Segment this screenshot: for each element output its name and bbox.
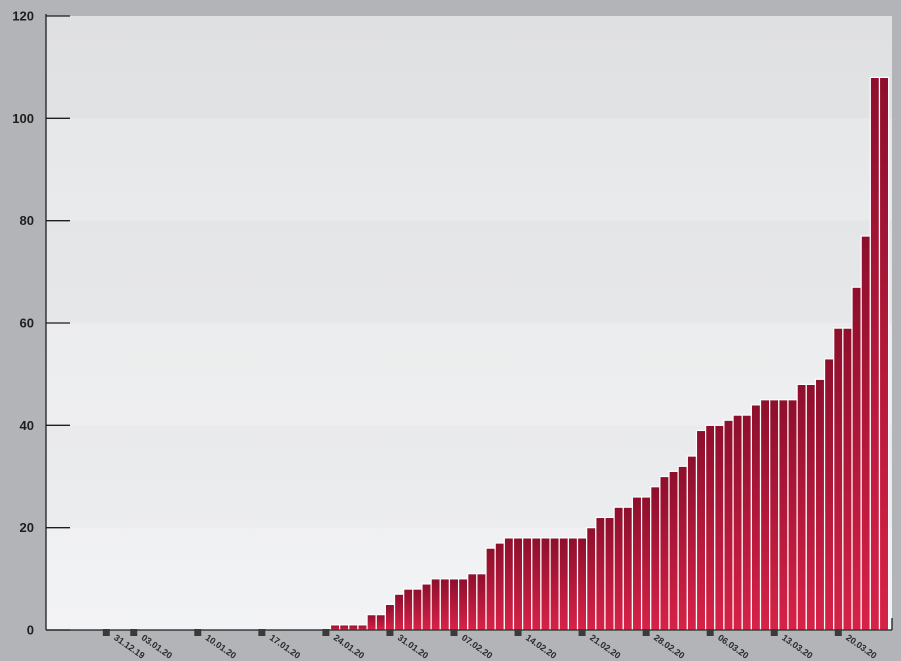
y-ticks-group: 0 20 40 60 80 100 120 <box>12 9 70 638</box>
bar <box>567 537 579 631</box>
x-tick-marker <box>194 629 202 636</box>
x-tick-label: 10.01.20 <box>204 632 238 660</box>
x-tick-label: 07.02.20 <box>460 632 494 660</box>
bars-group <box>329 76 890 631</box>
x-tick-marker <box>578 629 586 636</box>
x-tick-marker <box>386 629 394 636</box>
x-tick-label: 28.02.20 <box>652 632 686 660</box>
bar <box>778 399 789 631</box>
y-tick-label: 120 <box>12 9 34 24</box>
y-tick-label: 60 <box>20 316 34 331</box>
bar <box>659 475 670 631</box>
bar <box>650 486 661 631</box>
x-tick-label: 21.02.20 <box>588 632 622 660</box>
bar <box>851 286 862 631</box>
bar <box>622 506 634 631</box>
bar <box>558 537 569 631</box>
x-tick-marker <box>102 629 110 636</box>
bar <box>467 573 478 631</box>
x-tick-marker <box>258 629 266 636</box>
bar <box>393 593 405 631</box>
bar <box>494 542 505 631</box>
x-tick-marker <box>642 629 650 636</box>
x-tick-label: 06.03.20 <box>716 632 750 660</box>
y-tick-label: 80 <box>20 213 34 228</box>
bar <box>357 624 368 631</box>
bar <box>732 414 743 631</box>
bar <box>668 470 679 631</box>
bar <box>549 537 560 631</box>
x-tick-label: 31.01.20 <box>396 632 430 660</box>
bar <box>512 537 524 631</box>
x-tick-marker <box>322 629 330 636</box>
x-tick-marker <box>450 629 458 636</box>
y-tick-label: 0 <box>27 623 34 638</box>
x-tick-label: 17.01.20 <box>268 632 302 660</box>
bar <box>503 537 515 631</box>
bar <box>759 399 771 631</box>
bar <box>695 429 707 631</box>
bar <box>723 419 734 631</box>
x-tick-label: 13.03.20 <box>780 632 814 660</box>
x-tick-marker <box>706 629 714 636</box>
bar <box>430 578 441 631</box>
bar <box>860 235 871 631</box>
bar <box>485 547 496 631</box>
bar <box>714 424 725 631</box>
bar <box>576 537 588 631</box>
bar <box>329 624 341 631</box>
bar <box>375 614 386 631</box>
bar <box>631 496 643 631</box>
bar <box>522 537 533 631</box>
y-tick-label: 40 <box>20 418 34 433</box>
bar <box>476 573 487 631</box>
bar <box>750 404 762 631</box>
x-tick-marker <box>514 629 522 636</box>
x-tick-marker <box>770 629 778 636</box>
bar <box>869 76 881 631</box>
bar <box>439 578 451 631</box>
bar <box>796 383 807 631</box>
bar <box>741 414 752 631</box>
bar <box>595 516 606 631</box>
bar <box>457 578 469 631</box>
bar <box>384 603 396 631</box>
bar <box>805 383 817 631</box>
x-tick-marker <box>834 629 842 636</box>
bar <box>412 588 423 631</box>
bar <box>769 399 780 631</box>
bar <box>403 588 414 631</box>
bar <box>705 424 716 631</box>
bar <box>348 624 359 631</box>
bar <box>604 516 615 631</box>
bar <box>878 76 890 631</box>
bar <box>787 399 798 631</box>
x-tick-label: 20.03.20 <box>844 632 878 660</box>
bar <box>677 465 688 631</box>
y-tick-label: 20 <box>20 520 34 535</box>
x-tick-label: 14.02.20 <box>524 632 558 660</box>
bar <box>833 327 844 631</box>
bar <box>448 578 460 631</box>
bar <box>366 614 377 631</box>
bar <box>421 583 432 631</box>
bar <box>814 378 826 631</box>
bar <box>640 496 652 631</box>
bar <box>686 455 698 631</box>
x-tick-marker <box>130 629 138 636</box>
bar <box>540 537 551 631</box>
x-tick-label: 03.01.20 <box>140 632 174 660</box>
bar <box>339 624 350 631</box>
bar <box>823 358 835 631</box>
x-tick-label: 24.01.20 <box>332 632 366 660</box>
bar <box>613 506 624 631</box>
bar <box>842 327 853 631</box>
y-tick-label: 100 <box>12 111 34 126</box>
bar <box>531 537 542 631</box>
bar <box>586 527 597 631</box>
